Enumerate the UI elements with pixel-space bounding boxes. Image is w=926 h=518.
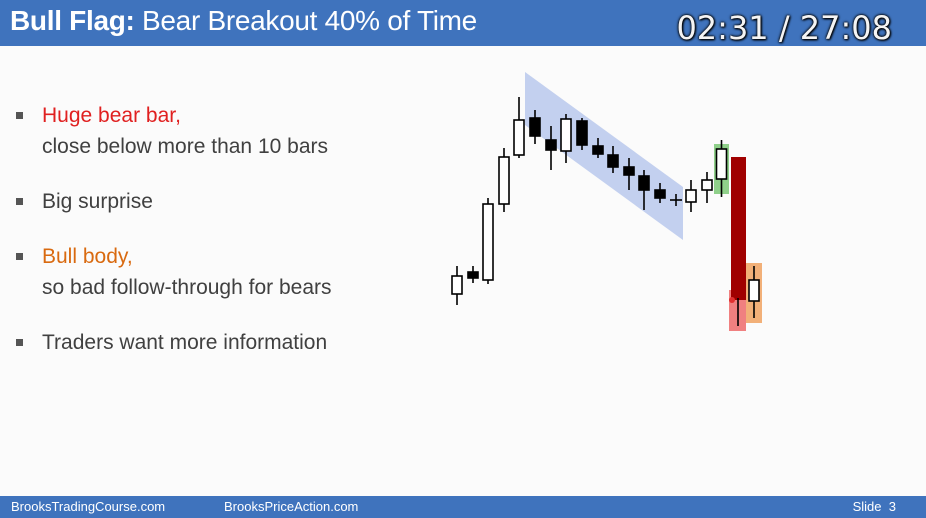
candle <box>592 138 604 158</box>
huge-bear-bar <box>729 157 746 331</box>
bullet-subtext: close below more than 10 bars <box>42 135 328 158</box>
bull-flag-channel <box>525 72 683 240</box>
candle <box>529 110 541 144</box>
candle <box>498 148 510 212</box>
bullet-text: Traders want more information <box>42 331 328 354</box>
bullet-heading: Huge bear bar, <box>42 104 181 127</box>
candle <box>607 146 619 173</box>
candle <box>654 183 666 203</box>
candle <box>513 97 525 158</box>
candle <box>576 118 588 150</box>
candle <box>482 198 494 284</box>
follow-through-bar-highlight <box>746 263 762 323</box>
candle <box>623 158 635 190</box>
footer-link-trading-course: BrooksTradingCourse.com <box>11 499 166 514</box>
candle <box>467 266 479 283</box>
bullet-square-icon <box>16 112 23 119</box>
bullet-item: Traders want more information <box>14 327 434 358</box>
bullet-square-icon <box>16 198 23 205</box>
slide-number-value: 3 <box>888 499 896 514</box>
candles <box>451 97 713 305</box>
bullet-item: Big surprise <box>14 186 434 217</box>
bullet-text: Big surprise <box>42 190 153 213</box>
bullet-heading: Bull body, <box>42 245 133 268</box>
slide-title: Bull Flag: Bear Breakout 40% of Time <box>10 5 477 37</box>
bullet-item: Bull body, so bad follow-through for bea… <box>14 241 434 303</box>
candle <box>670 194 682 206</box>
bullet-square-icon <box>16 253 23 260</box>
bull-bar-highlight <box>714 140 729 197</box>
video-timer: 02:31 / 27:08 <box>676 9 892 47</box>
candle <box>685 180 697 212</box>
slide-number: Slide 3 <box>853 496 896 518</box>
title-rest: Bear Breakout 40% of Time <box>142 5 477 36</box>
bullet-list: Huge bear bar, close below more than 10 … <box>14 100 434 358</box>
bullet-subtext: so bad follow-through for bears <box>42 276 332 299</box>
bullet-item: Huge bear bar, close below more than 10 … <box>14 100 434 162</box>
candle <box>560 114 572 163</box>
candle <box>545 126 557 170</box>
slide-header: Bull Flag: Bear Breakout 40% of Time 02:… <box>0 0 926 46</box>
candle <box>451 266 463 305</box>
slide-label: Slide <box>852 499 882 514</box>
candle <box>638 170 650 210</box>
footer-link-price-action: BrooksPriceAction.com <box>224 499 359 514</box>
bullet-square-icon <box>16 339 23 346</box>
candle <box>701 172 713 203</box>
slide-footer: BrooksTradingCourse.com BrooksPriceActio… <box>0 496 926 518</box>
title-strong: Bull Flag: <box>10 5 135 36</box>
